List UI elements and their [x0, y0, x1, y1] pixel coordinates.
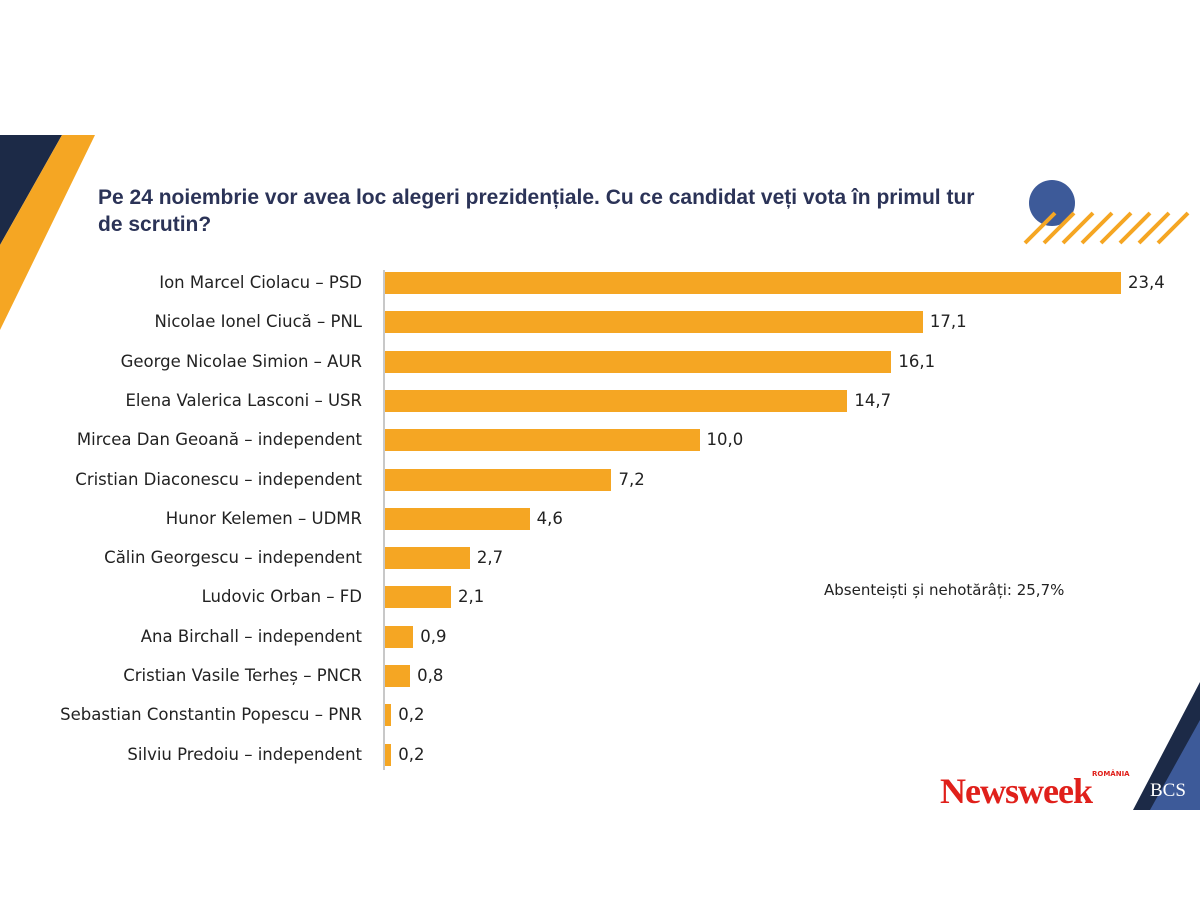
category-label: Călin Georgescu – independent — [104, 548, 362, 568]
newsweek-logo: Newsweek — [940, 771, 1093, 811]
hatch-line — [1118, 211, 1152, 245]
bar — [385, 586, 452, 609]
bar — [385, 311, 923, 334]
bar — [385, 665, 411, 687]
category-label: Ludovic Orban – FD — [201, 587, 362, 607]
annotation: Absenteiști și nehotărâți: 25,7% — [824, 581, 1065, 599]
category-label: Cristian Vasile Terheș – PNCR — [123, 666, 362, 685]
bar — [385, 547, 470, 570]
decor-circle — [1029, 180, 1075, 226]
bar — [385, 389, 848, 412]
value-label: 0,8 — [417, 666, 444, 685]
bar — [385, 429, 700, 452]
newsweek-sub: ROMÂNIA — [1092, 770, 1130, 778]
hatch-line — [1042, 211, 1076, 245]
category-label: Hunor Kelemen – UDMR — [165, 508, 362, 528]
hatch-line — [1099, 211, 1133, 245]
category-label: Silviu Predoiu – independent — [127, 744, 362, 764]
bar — [385, 625, 414, 648]
bar — [385, 743, 392, 766]
category-label: Sebastian Constantin Popescu – PNR — [60, 705, 362, 725]
category-label: Nicolae Ionel Ciucă – PNL — [154, 312, 362, 332]
value-label: 0,2 — [398, 744, 425, 764]
value-label: 4,6 — [536, 508, 563, 528]
value-label: 0,9 — [420, 626, 447, 646]
value-label: 14,7 — [854, 390, 892, 410]
decor-hatch — [1023, 211, 1190, 245]
chart-title: Pe 24 noiembrie vor avea loc alegeri pre… — [98, 186, 975, 236]
value-label: 2,1 — [458, 587, 485, 607]
value-label: 16,1 — [898, 351, 936, 371]
category-label: Cristian Diaconescu – independent — [75, 469, 362, 489]
value-label: 0,2 — [398, 705, 425, 725]
hatch-line — [1080, 211, 1114, 245]
hatch-line — [1137, 211, 1171, 245]
category-label: Ana Birchall – independent — [140, 626, 362, 646]
corner-blue-triangle-br — [1150, 720, 1200, 810]
corner-orange-stripe — [0, 135, 95, 330]
hatch-line — [1156, 211, 1190, 245]
hatch-line — [1061, 211, 1095, 245]
category-label: Ion Marcel Ciolacu – PSD — [159, 273, 362, 292]
bcs-logo: BCS — [1150, 780, 1186, 801]
value-label: 17,1 — [929, 312, 967, 332]
value-label: 7,2 — [618, 469, 645, 489]
category-label: George Nicolae Simion – AUR — [120, 351, 362, 371]
value-label: 2,7 — [476, 548, 504, 568]
bar — [385, 272, 1121, 294]
value-label: 10,0 — [706, 430, 744, 450]
value-label: 23,4 — [1128, 273, 1165, 292]
bar — [385, 350, 892, 373]
category-label: Mircea Dan Geoană – independent — [76, 430, 362, 450]
bar — [385, 507, 530, 530]
category-label: Elena Valerica Lasconi – USR — [125, 390, 363, 410]
hatch-line — [1023, 211, 1057, 245]
y-axis-line — [383, 270, 385, 770]
bar — [385, 468, 612, 491]
bar — [385, 704, 392, 727]
